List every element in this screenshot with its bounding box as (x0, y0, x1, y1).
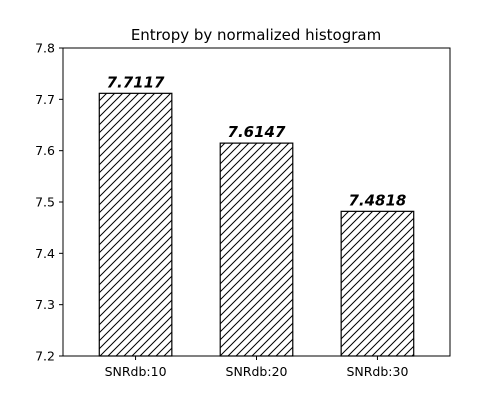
x-tick-label-2: SNRdb:30 (346, 364, 408, 379)
y-tick-label-1: 7.3 (35, 297, 55, 312)
y-axis: 7.2 7.3 7.4 7.5 7.6 7.7 7.8 (35, 41, 63, 364)
y-tick-label-6: 7.8 (35, 41, 55, 56)
bar-1 (219, 142, 294, 357)
y-tick-label-3: 7.5 (35, 195, 55, 210)
bar-value-labels: 7.7117 7.6147 7.4818 (107, 73, 407, 209)
bar-value-label-2: 7.4818 (348, 191, 406, 209)
bar-value-label-1: 7.6147 (228, 123, 286, 141)
chart-title: Entropy by normalized histogram (131, 26, 381, 44)
x-axis: SNRdb:10 SNRdb:20 SNRdb:30 (105, 356, 408, 379)
bars-group (98, 92, 415, 357)
y-tick-label-2: 7.4 (35, 246, 55, 261)
y-tick-label-0: 7.2 (35, 349, 55, 364)
bar-2 (340, 210, 415, 357)
y-tick-label-4: 7.6 (35, 143, 55, 158)
x-tick-label-0: SNRdb:10 (105, 364, 167, 379)
x-tick-label-1: SNRdb:20 (226, 364, 288, 379)
bar-0 (98, 92, 173, 357)
bar-value-label-0: 7.7117 (107, 73, 165, 91)
y-tick-label-5: 7.7 (35, 92, 55, 107)
